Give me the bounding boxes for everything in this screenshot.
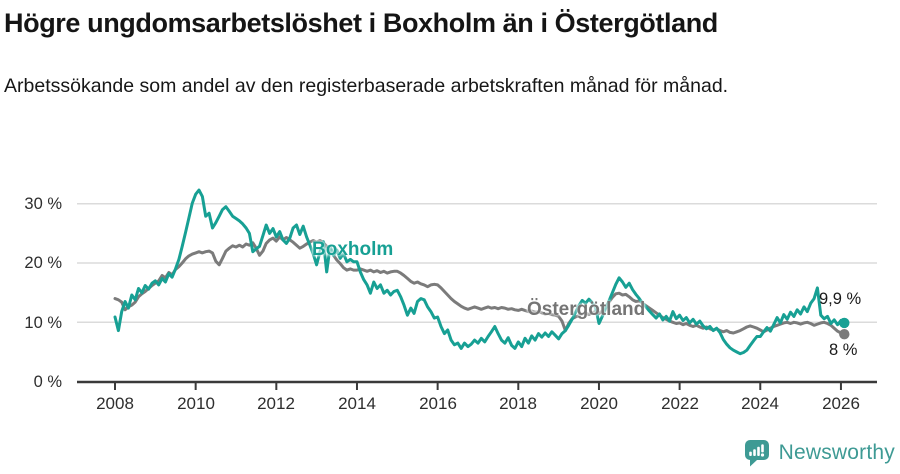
- x-axis-tick-label: 2008: [96, 394, 134, 413]
- x-axis-tick-label: 2026: [822, 394, 860, 413]
- x-axis-tick-label: 2010: [177, 394, 215, 413]
- x-axis-tick-label: 2022: [661, 394, 699, 413]
- page-subtitle: Arbetssökande som andel av den registerb…: [4, 75, 729, 97]
- series-label-ostergotland: Östergötland: [527, 299, 646, 320]
- y-axis-tick-label: 0 %: [33, 373, 62, 391]
- speech-bubble-bar-chart-icon: [744, 440, 769, 467]
- x-axis-tick-label: 2018: [499, 394, 537, 413]
- x-axis-tick-label: 2016: [419, 394, 457, 413]
- end-value-label-boxholm: 9,9 %: [819, 290, 862, 308]
- series-label-boxholm: Boxholm: [312, 239, 394, 260]
- x-axis-tick-label: 2014: [338, 394, 376, 413]
- newsworthy-logo[interactable]: Newsworthy: [744, 439, 895, 467]
- x-axis-tick-label: 2012: [257, 394, 295, 413]
- y-axis-tick-label: 10 %: [24, 314, 62, 332]
- page-title: Högre ungdomsarbetslöshet i Boxholm än i…: [4, 8, 718, 38]
- end-value-label-ostergotland: 8 %: [829, 341, 858, 359]
- y-axis-tick-label: 30 %: [24, 195, 62, 213]
- x-axis-tick-label: 2020: [580, 394, 618, 413]
- x-axis-tick-label: 2024: [741, 394, 779, 413]
- y-axis-tick-label: 20 %: [24, 254, 62, 272]
- newsworthy-wordmark: Newsworthy: [778, 441, 895, 464]
